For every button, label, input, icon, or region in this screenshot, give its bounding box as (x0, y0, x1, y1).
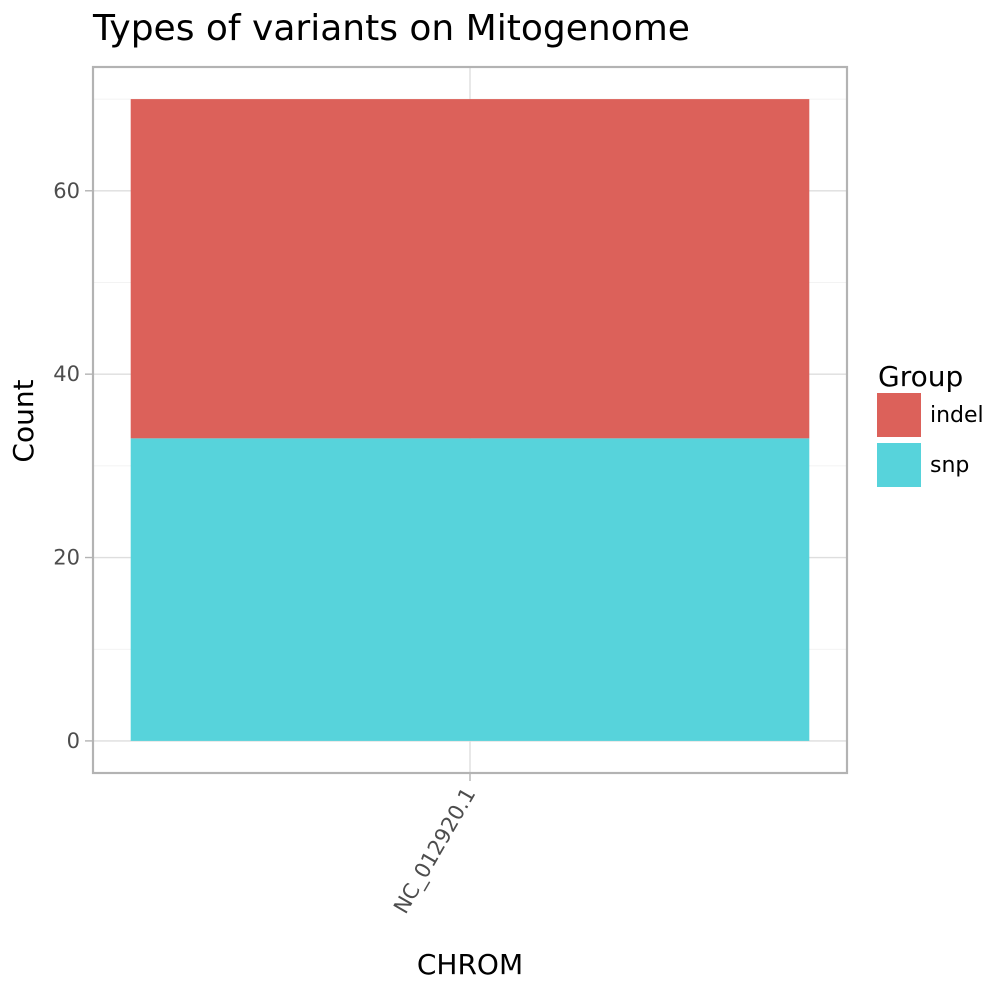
y-tick-label: 20 (53, 546, 80, 570)
bar-indel (130, 99, 810, 439)
bar-snp (130, 438, 810, 741)
legend-label-snp: snp (930, 453, 969, 478)
legend-swatch-indel (877, 393, 921, 437)
legend-label-indel: indel (930, 403, 984, 428)
y-axis-title: Count (7, 379, 40, 462)
panel-border (91, 65, 849, 775)
legend-swatch-snp (877, 443, 921, 487)
y-tick-label: 60 (53, 179, 80, 203)
y-tick-label: 40 (53, 362, 80, 386)
legend-items: indel snp (877, 393, 984, 487)
chart-title: Types of variants on Mitogenome (92, 8, 690, 49)
legend-title: Group (878, 360, 963, 393)
y-tick-label: 0 (67, 729, 80, 753)
bars (130, 99, 810, 741)
x-tick-label: NC_012920.1 (389, 784, 481, 919)
x-axis-title: CHROM (417, 948, 523, 981)
x-axis: NC_012920.1 (389, 773, 481, 918)
legend: Group indel snp (877, 360, 984, 487)
y-axis: 0 20 40 60 (53, 179, 93, 753)
